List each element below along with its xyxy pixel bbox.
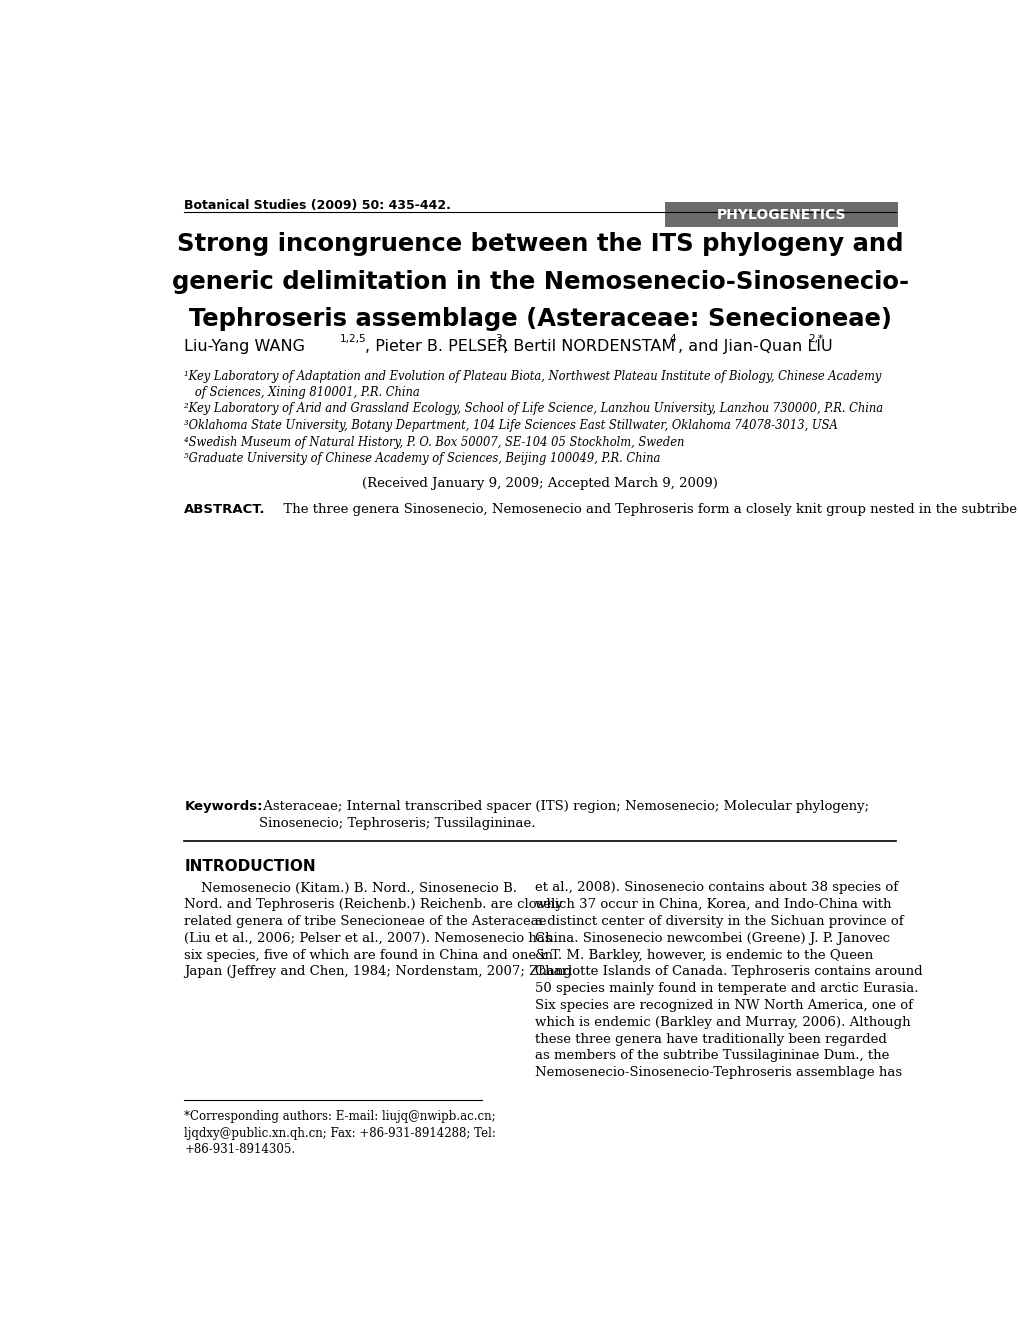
Text: Asteraceae; Internal transcribed spacer (ITS) region; Nemosenecio; Molecular phy: Asteraceae; Internal transcribed spacer … [259,800,868,830]
Text: Nemosenecio (Kitam.) B. Nord., Sinosenecio B.
Nord. and Tephroseris (Reichenb.) : Nemosenecio (Kitam.) B. Nord., Sinosenec… [184,882,572,978]
Text: ⁵Graduate University of Chinese Academy of Sciences, Beijing 100049, P.R. China: ⁵Graduate University of Chinese Academy … [184,452,660,465]
Text: ABSTRACT.: ABSTRACT. [184,502,266,516]
FancyBboxPatch shape [664,202,898,227]
Text: ²Key Laboratory of Arid and Grassland Ecology, School of Life Science, Lanzhou U: ²Key Laboratory of Arid and Grassland Ec… [184,402,882,415]
Text: The three genera Sinosenecio, Nemosenecio and Tephroseris form a closely knit gr: The three genera Sinosenecio, Nemoseneci… [275,502,1019,516]
Text: 4: 4 [669,333,676,344]
Text: generic delimitation in the Nemosenecio-Sinosenecio-: generic delimitation in the Nemosenecio-… [171,270,908,293]
Text: Tephroseris assemblage (Asteraceae: Senecioneae): Tephroseris assemblage (Asteraceae: Sene… [189,307,891,332]
Text: 2,*: 2,* [807,333,822,344]
Text: (Received January 9, 2009; Accepted March 9, 2009): (Received January 9, 2009; Accepted Marc… [362,477,717,490]
Text: Liu-Yang WANG: Liu-Yang WANG [184,338,305,354]
Text: 1,2,5: 1,2,5 [339,333,367,344]
Text: et al., 2008). Sinosenecio contains about 38 species of
which 37 occur in China,: et al., 2008). Sinosenecio contains abou… [535,882,922,1079]
Text: *Corresponding authors: E-mail: liujq@nwipb.ac.cn;
ljqdxy@public.xn.qh.cn; Fax: : *Corresponding authors: E-mail: liujq@nw… [184,1110,496,1157]
Text: , Bertil NORDENSTAM: , Bertil NORDENSTAM [502,338,675,354]
Text: PHYLOGENETICS: PHYLOGENETICS [716,208,846,222]
Text: ⁴Swedish Museum of Natural History, P. O. Box 50007, SE-104 05 Stockholm, Sweden: ⁴Swedish Museum of Natural History, P. O… [184,435,684,448]
Text: ¹Key Laboratory of Adaptation and Evolution of Plateau Biota, Northwest Plateau : ¹Key Laboratory of Adaptation and Evolut… [184,370,881,399]
Text: INTRODUCTION: INTRODUCTION [184,859,316,874]
Text: , and Jian-Quan LIU: , and Jian-Quan LIU [678,338,833,354]
Text: 3: 3 [494,333,501,344]
Text: Keywords:: Keywords: [184,800,263,813]
Text: Botanical Studies (2009) 50: 435-442.: Botanical Studies (2009) 50: 435-442. [184,200,450,213]
Text: ³Oklahoma State University, Botany Department, 104 Life Sciences East Stillwater: ³Oklahoma State University, Botany Depar… [184,419,838,432]
Text: , Pieter B. PELSER: , Pieter B. PELSER [365,338,507,354]
Text: Strong incongruence between the ITS phylogeny and: Strong incongruence between the ITS phyl… [176,231,903,256]
